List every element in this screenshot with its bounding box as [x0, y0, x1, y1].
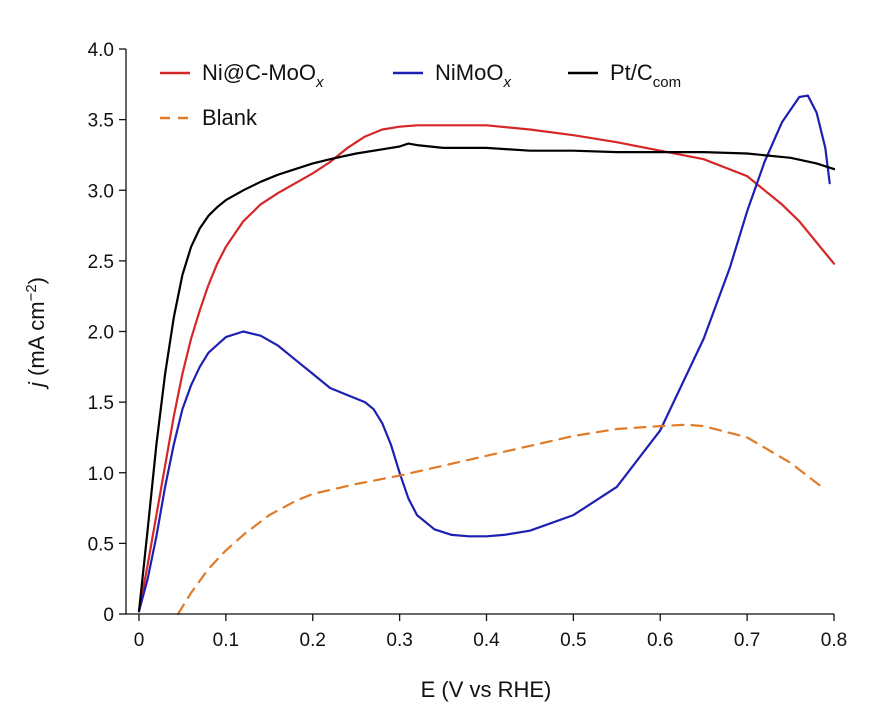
x-tick-label: 0.7 — [734, 630, 760, 651]
series-line-1 — [137, 94, 831, 613]
y-tick-label: 4.0 — [88, 40, 114, 61]
x-tick-label: 0.4 — [473, 630, 500, 651]
x-tick-label: 0.5 — [560, 630, 586, 651]
legend-label-0: Ni@C-MoOx — [202, 60, 324, 91]
ticks: 0 0.1 0.2 0.3 0.4 0.5 0.6 0.7 0.8 0 0.5 1.0 1.5 2.0 2.… — [88, 40, 848, 651]
y-axis-title: j (mA cm−2) — [23, 277, 49, 390]
y-tick-label: 1.0 — [88, 464, 114, 485]
x-axis-title: E (V vs RHE) — [421, 677, 552, 702]
y-tick-label: 1.5 — [88, 393, 114, 414]
y-tick-label: 2.0 — [88, 323, 114, 344]
x-tick-label: 0.8 — [821, 630, 847, 651]
y-tick-label: 0 — [103, 605, 114, 626]
x-tick-label: 0.3 — [386, 630, 412, 651]
axes — [125, 49, 834, 615]
series-line-3 — [177, 423, 827, 616]
y-tick-label: 0.5 — [88, 534, 114, 555]
x-tick-label: 0.2 — [300, 630, 326, 651]
legend: Ni@C-MoOx NiMoOx Pt/Ccom Blank — [160, 60, 681, 130]
x-tick-label: 0.1 — [213, 630, 239, 651]
y-tick-label: 3.0 — [88, 181, 114, 202]
series-line-2 — [137, 142, 836, 613]
y-axis-title-symbol: j — [24, 381, 49, 390]
legend-label-3: Blank — [202, 105, 258, 130]
x-tick-label: 0 — [134, 630, 145, 651]
y-axis-title-units: (mA cm — [24, 301, 49, 382]
y-axis-title-close: ) — [24, 277, 49, 284]
y-axis-title-exponent: −2 — [23, 284, 40, 301]
series-line-0 — [137, 124, 836, 613]
legend-label-1: NiMoOx — [435, 60, 511, 91]
plot-lines — [137, 94, 836, 616]
legend-label-2: Pt/Ccom — [610, 60, 681, 91]
x-tick-label: 0.6 — [647, 630, 673, 651]
y-tick-label: 2.5 — [88, 252, 114, 273]
y-tick-label: 3.5 — [88, 111, 114, 132]
